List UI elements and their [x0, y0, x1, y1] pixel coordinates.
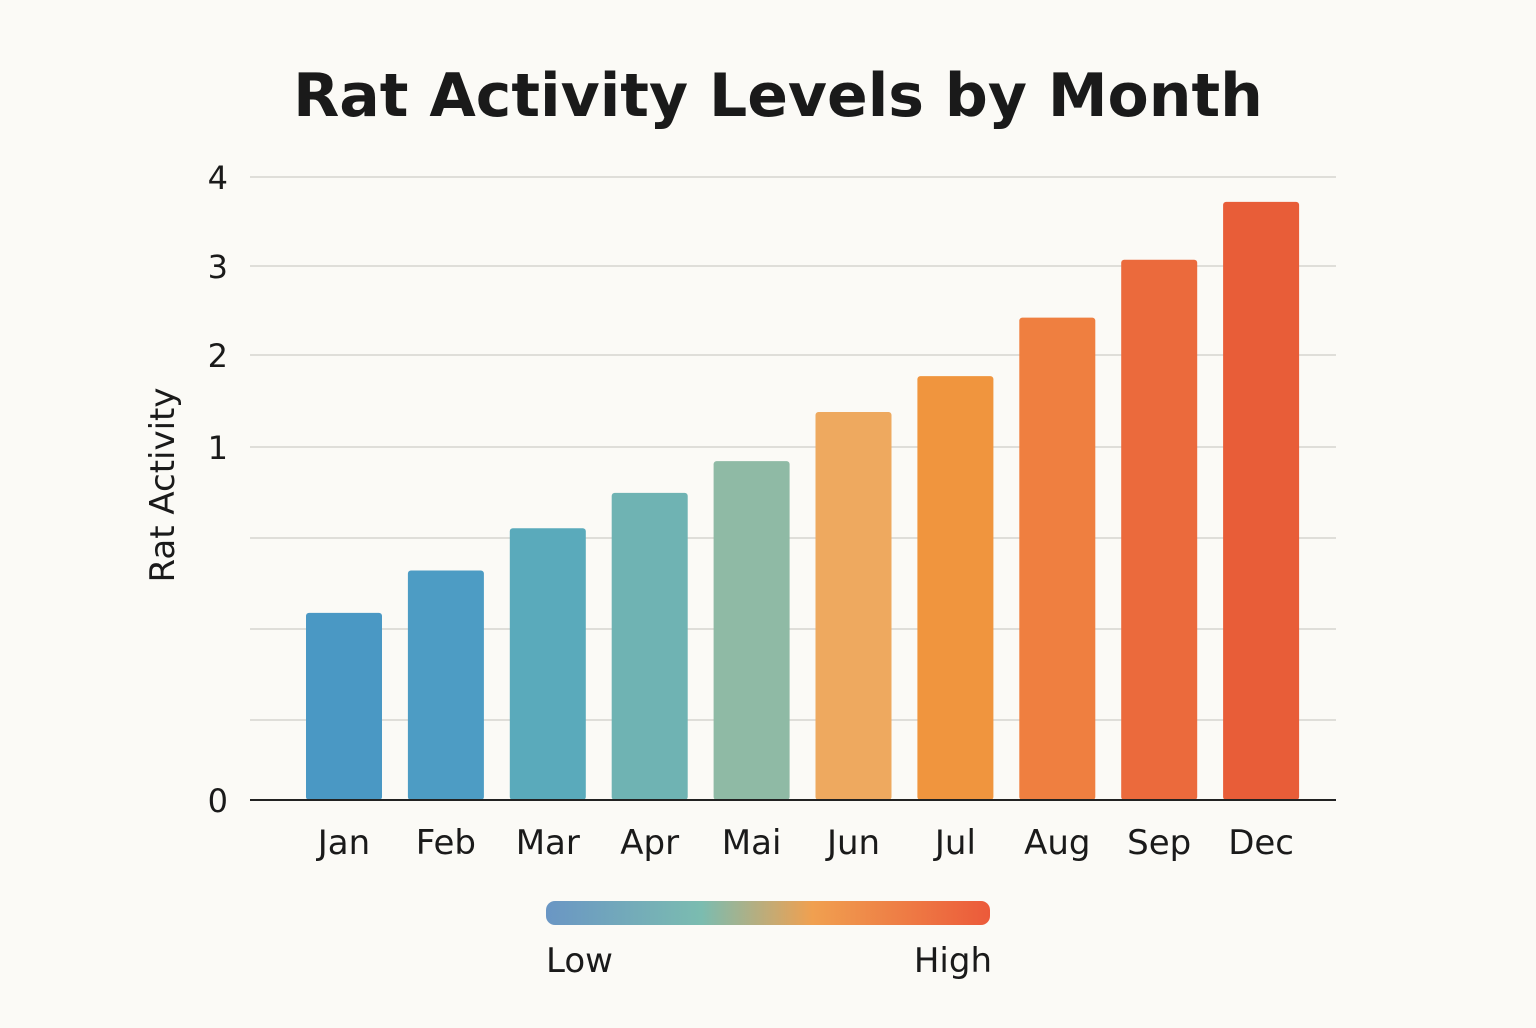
x-tick-label: Sep: [1127, 823, 1191, 863]
bar-apr: [611, 492, 688, 800]
x-tick-label: Mai: [722, 823, 782, 863]
legend-gradient-bar: [546, 901, 990, 925]
x-tick-label: Dec: [1228, 823, 1294, 863]
x-tick-label: Apr: [620, 823, 679, 863]
bar-aug: [1019, 317, 1096, 800]
bar-mar: [509, 528, 586, 800]
y-tick-label: 2: [208, 337, 228, 375]
bar-jul: [917, 376, 994, 800]
bar-feb: [407, 570, 484, 800]
x-tick-label: Jan: [316, 823, 370, 863]
y-axis-label: Rat Activity: [143, 387, 183, 582]
x-tick-label: Feb: [416, 823, 476, 863]
bar-dec: [1223, 201, 1300, 801]
y-tick-label: 4: [208, 159, 228, 197]
x-tick-label: Aug: [1024, 823, 1090, 863]
bar-jun: [815, 412, 892, 800]
bar-sep: [1121, 259, 1198, 800]
bar-mai: [713, 461, 790, 800]
legend-low-label: Low: [546, 941, 613, 981]
bar-jan: [306, 612, 382, 800]
y-tick-label: 1: [208, 429, 228, 467]
chart-title: Rat Activity Levels by Month: [293, 61, 1263, 131]
x-tick-label: Jun: [825, 823, 880, 863]
x-tick-label: Jul: [933, 823, 976, 863]
y-tick-label: 0: [208, 782, 228, 820]
y-tick-label: 3: [208, 248, 228, 286]
legend-high-label: High: [914, 941, 992, 981]
x-tick-label: Mar: [516, 823, 580, 863]
